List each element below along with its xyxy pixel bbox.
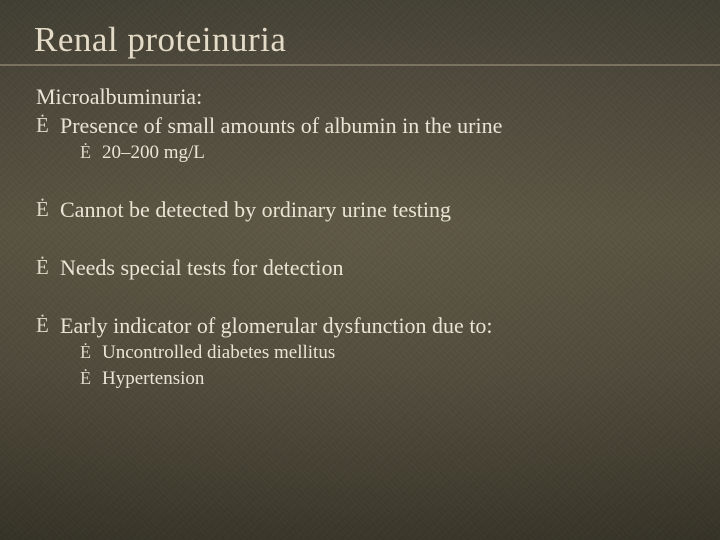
bullet-icon: Ė	[80, 368, 102, 390]
list-item-text: Uncontrolled diabetes mellitus	[102, 342, 686, 364]
bullet-icon: Ė	[36, 197, 60, 223]
list-item-text: Needs special tests for detection	[60, 255, 686, 281]
list-item-text: 20–200 mg/L	[102, 142, 686, 164]
list-item: Ė Cannot be detected by ordinary urine t…	[34, 197, 686, 223]
spacer	[34, 224, 686, 254]
list-item-text: Early indicator of glomerular dysfunctio…	[60, 313, 686, 339]
list-item-text: Hypertension	[102, 368, 686, 390]
list-item-text: Cannot be detected by ordinary urine tes…	[60, 197, 686, 223]
list-item: Ė Hypertension	[34, 368, 686, 390]
bullet-icon: Ė	[36, 313, 60, 339]
spacer	[34, 282, 686, 312]
slide: Renal proteinuria Microalbuminuria: Ė Pr…	[0, 0, 720, 540]
slide-content: Microalbuminuria: Ė Presence of small am…	[34, 84, 686, 390]
bullet-icon: Ė	[80, 142, 102, 164]
list-item: Ė Presence of small amounts of albumin i…	[34, 113, 686, 139]
list-item: Ė Needs special tests for detection	[34, 255, 686, 281]
list-item-text: Presence of small amounts of albumin in …	[60, 113, 686, 139]
title-underline	[0, 64, 720, 66]
bullet-icon: Ė	[80, 342, 102, 364]
bullet-icon: Ė	[36, 113, 60, 139]
list-item: Ė 20–200 mg/L	[34, 142, 686, 164]
bullet-icon: Ė	[36, 255, 60, 281]
spacer	[34, 166, 686, 196]
list-item: Ė Early indicator of glomerular dysfunct…	[34, 313, 686, 339]
slide-title: Renal proteinuria	[34, 20, 686, 60]
subtitle: Microalbuminuria:	[36, 84, 686, 110]
list-item: Ė Uncontrolled diabetes mellitus	[34, 342, 686, 364]
